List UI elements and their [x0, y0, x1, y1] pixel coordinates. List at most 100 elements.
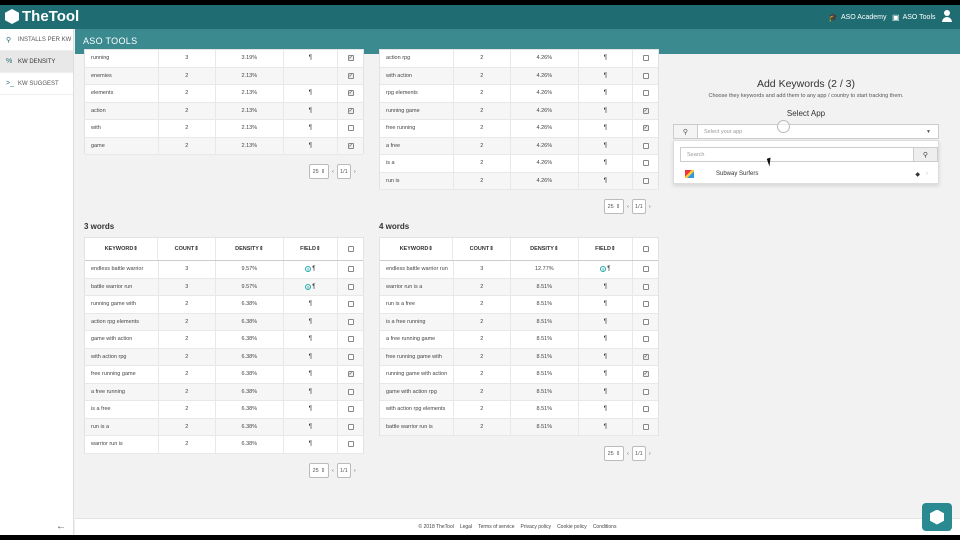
row-checkbox[interactable] — [642, 266, 649, 273]
app-select[interactable]: ⚲ Select your app ▼ — [673, 124, 939, 139]
row-checkbox[interactable]: ✓ — [642, 371, 649, 378]
row-checkbox[interactable] — [347, 353, 354, 360]
column-header[interactable]: COUNT ⇕ — [453, 238, 512, 260]
rows-per-page-select[interactable]: 25 ⇕ — [604, 199, 624, 214]
cell-kw: running — [91, 55, 110, 62]
footer-link-privacy[interactable]: Privacy policy — [520, 524, 552, 530]
logo[interactable]: TheTool — [5, 8, 79, 25]
table-cell: game — [85, 137, 159, 154]
table-cell: game with action — [85, 331, 159, 348]
row-checkbox[interactable] — [347, 283, 354, 290]
select-all-checkbox[interactable] — [642, 246, 649, 252]
row-checkbox[interactable] — [347, 301, 354, 308]
row-checkbox[interactable] — [347, 423, 354, 430]
footer-link-cookie[interactable]: Cookie policy — [557, 524, 587, 530]
next-page-icon[interactable]: › — [648, 203, 651, 210]
row-checkbox[interactable]: ✓ — [347, 107, 354, 114]
prev-page-icon[interactable]: ‹ — [627, 203, 629, 210]
row-checkbox[interactable] — [642, 160, 649, 167]
cell-count: 2 — [185, 125, 189, 132]
row-checkbox[interactable]: ✓ — [642, 107, 649, 114]
prev-page-icon[interactable]: ‹ — [332, 168, 334, 175]
column-header[interactable]: FIELD ⇕ — [579, 238, 634, 260]
next-page-icon[interactable]: › — [353, 467, 356, 474]
row-checkbox[interactable] — [642, 177, 649, 184]
aso-tools-link[interactable]: ▣ ASO Tools — [892, 13, 936, 22]
row-checkbox[interactable] — [347, 406, 354, 413]
row-checkbox[interactable] — [642, 55, 649, 62]
footer-link-legal[interactable]: Legal — [459, 524, 473, 530]
table-cell: ✓ — [338, 50, 363, 67]
table-cell: 2 — [454, 137, 512, 154]
row-checkbox[interactable] — [642, 72, 649, 79]
row-checkbox[interactable]: ✓ — [642, 353, 649, 360]
next-page-icon[interactable]: › — [648, 450, 651, 457]
table-cell: 2 — [159, 436, 217, 453]
aso-academy-link[interactable]: 🎓 ASO Academy — [828, 13, 887, 22]
row-checkbox[interactable] — [642, 336, 649, 343]
cell-count: 3 — [185, 283, 189, 290]
row-checkbox[interactable] — [642, 388, 649, 395]
table-header-row: KEYWORD ⇕ COUNT ⇕ DENSITY ⇕ FIELD ⇕ — [380, 238, 658, 261]
column-header[interactable]: COUNT ⇕ — [158, 238, 217, 260]
footer-link-conditions[interactable]: Conditions — [592, 524, 617, 530]
sidebar-item-kw-density[interactable]: % KW DENSITY — [0, 51, 73, 73]
table-cell: 6.38% — [216, 418, 284, 435]
cell-density: 6.38% — [241, 406, 258, 413]
row-checkbox[interactable]: ✓ — [347, 142, 354, 149]
sort-icon: ⇕ — [489, 246, 494, 252]
row-checkbox[interactable] — [642, 283, 649, 290]
row-checkbox[interactable] — [642, 423, 649, 430]
help-chat-button[interactable] — [922, 503, 952, 531]
table-cell: ¶ — [579, 278, 634, 295]
prev-page-icon[interactable]: ‹ — [332, 467, 334, 474]
column-header[interactable] — [633, 238, 658, 260]
search-button[interactable]: ⚲ — [913, 148, 937, 161]
footer-link-terms[interactable]: Terms of service — [478, 524, 515, 530]
row-checkbox[interactable] — [642, 301, 649, 308]
table-cell: ¶ — [579, 50, 634, 67]
column-header[interactable] — [338, 238, 363, 260]
rows-per-page-select[interactable]: 25 ⇕ — [309, 463, 329, 478]
column-header[interactable]: KEYWORD ⇕ — [85, 238, 159, 260]
row-checkbox[interactable] — [642, 318, 649, 325]
app-search-input[interactable]: Search ⚲ — [680, 147, 938, 162]
row-checkbox[interactable] — [642, 90, 649, 97]
select-all-checkbox[interactable] — [347, 246, 354, 252]
collapse-sidebar-icon[interactable]: ← — [56, 521, 66, 532]
app-option-subway-surfers[interactable]: Subway Surfers ◆ › — [680, 167, 932, 181]
next-page-icon[interactable]: › — [353, 168, 356, 175]
cell-kw: enemies — [91, 72, 112, 79]
row-checkbox[interactable] — [347, 266, 354, 273]
table-cell: endless battle warrior — [85, 261, 159, 278]
rows-per-page-select[interactable]: 25 ⇕ — [309, 164, 329, 179]
pagination: 25 ⇕ ‹ 1/1 › — [309, 164, 356, 179]
row-checkbox[interactable] — [347, 125, 354, 132]
row-checkbox[interactable]: ✓ — [642, 125, 649, 132]
sidebar-item-kw-suggest[interactable]: >_ KW SUGGEST — [0, 73, 73, 95]
row-checkbox[interactable] — [642, 406, 649, 413]
field-value: ¶ — [603, 72, 607, 79]
cell-count: 2 — [480, 301, 484, 308]
row-checkbox[interactable] — [347, 318, 354, 325]
row-checkbox[interactable] — [347, 441, 354, 448]
column-header[interactable]: FIELD ⇕ — [284, 238, 339, 260]
table-cell: 8.51% — [511, 348, 579, 365]
briefcase-icon: ▣ — [892, 13, 900, 22]
sidebar-item-installs-per-kw[interactable]: ⚲ INSTALLS PER KW — [0, 29, 73, 51]
row-checkbox[interactable]: ✓ — [347, 55, 354, 62]
column-header[interactable]: KEYWORD ⇕ — [380, 238, 454, 260]
column-header[interactable]: DENSITY ⇕ — [511, 238, 579, 260]
row-checkbox[interactable]: ✓ — [347, 90, 354, 97]
user-icon[interactable] — [942, 10, 952, 22]
row-checkbox[interactable]: ✓ — [347, 371, 354, 378]
row-checkbox[interactable] — [347, 388, 354, 395]
row-checkbox[interactable]: ✓ — [347, 72, 354, 79]
row-checkbox[interactable] — [347, 336, 354, 343]
prev-page-icon[interactable]: ‹ — [627, 450, 629, 457]
field-value: ¶ — [603, 371, 607, 378]
column-header[interactable]: DENSITY ⇕ — [216, 238, 284, 260]
sort-icon: ⇕ — [258, 246, 264, 252]
rows-per-page-select[interactable]: 25 ⇕ — [604, 446, 624, 461]
row-checkbox[interactable] — [642, 142, 649, 149]
